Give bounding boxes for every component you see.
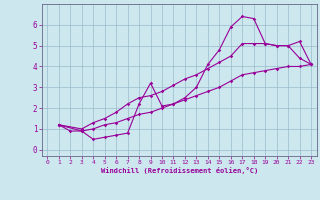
X-axis label: Windchill (Refroidissement éolien,°C): Windchill (Refroidissement éolien,°C): [100, 167, 258, 174]
